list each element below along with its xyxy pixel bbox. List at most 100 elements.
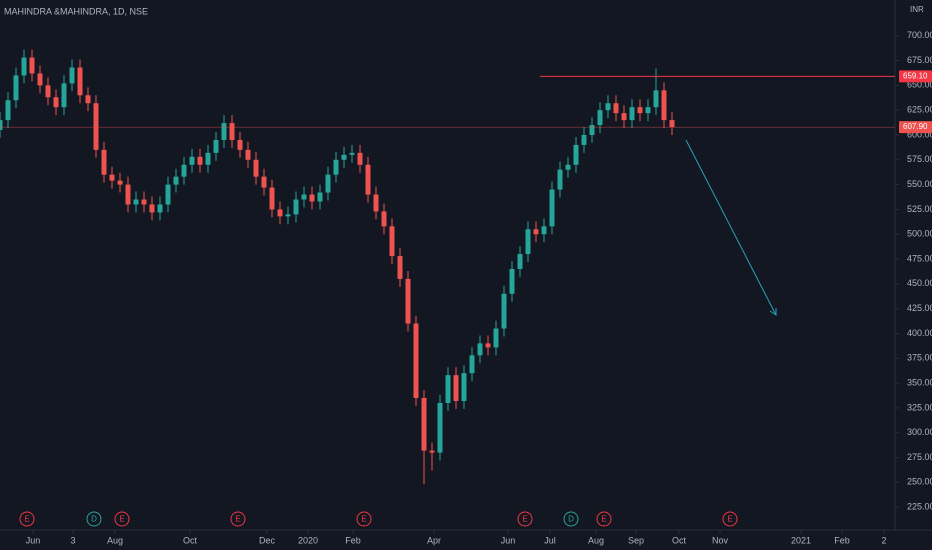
candle-body xyxy=(69,67,75,84)
candle-body xyxy=(549,189,555,227)
x-tick-label: 2 xyxy=(881,535,886,545)
y-tick-label: 300.00 xyxy=(907,427,932,437)
x-tick-label: Feb xyxy=(834,535,850,545)
event-label: D xyxy=(91,515,97,524)
candle-body xyxy=(389,226,395,257)
candle-body xyxy=(165,184,171,205)
y-tick-label: 575.00 xyxy=(907,154,932,164)
candle-body xyxy=(301,194,307,200)
candle-body xyxy=(557,169,563,190)
candle-body xyxy=(229,123,235,140)
event-label: E xyxy=(235,515,240,524)
y-tick-label: 350.00 xyxy=(907,377,932,387)
y-tick-label: 250.00 xyxy=(907,477,932,487)
candle-body xyxy=(213,139,219,153)
candle-body xyxy=(341,154,347,160)
event-label: E xyxy=(522,515,527,524)
event-label: E xyxy=(601,515,606,524)
y-tick-label: 500.00 xyxy=(907,229,932,239)
candle-body xyxy=(333,159,339,175)
candle-body xyxy=(253,159,259,177)
x-tick-label: Dec xyxy=(259,535,276,545)
candle-body xyxy=(493,328,499,348)
x-tick-label: Aug xyxy=(107,535,123,545)
event-marker xyxy=(230,511,246,527)
y-tick-label: 275.00 xyxy=(907,452,932,462)
candle-body xyxy=(525,229,531,255)
candle-body xyxy=(629,107,635,121)
candle-body xyxy=(645,107,651,114)
candle-body xyxy=(517,254,523,269)
candle-body xyxy=(29,57,35,74)
candle-body xyxy=(397,256,403,279)
candle-body xyxy=(653,90,659,108)
x-tick-label: Aug xyxy=(588,535,604,545)
x-tick-label: Nov xyxy=(712,535,729,545)
candle-body xyxy=(149,204,155,213)
candle-body xyxy=(53,97,59,108)
event-marker xyxy=(563,511,579,527)
price-label-bg xyxy=(899,70,932,83)
candle-body xyxy=(413,323,419,398)
y-tick-label: 400.00 xyxy=(907,328,932,338)
candle-body xyxy=(37,73,43,86)
event-label: E xyxy=(361,515,366,524)
candle-body xyxy=(349,152,355,155)
candle-body xyxy=(565,164,571,170)
y-tick-label: 325.00 xyxy=(907,402,932,412)
price-label: 659.10 xyxy=(903,71,928,80)
candle-body xyxy=(597,110,603,126)
candle-body xyxy=(453,375,459,401)
candle-body xyxy=(581,134,587,145)
y-tick-label: 600.00 xyxy=(907,129,932,139)
candle-body xyxy=(325,174,331,193)
y-tick-label: 650.00 xyxy=(907,80,932,90)
plot xyxy=(0,49,675,485)
candle-body xyxy=(421,397,427,451)
candle-body xyxy=(173,176,179,185)
candle-body xyxy=(117,180,123,185)
candle-body xyxy=(573,144,579,165)
candle-body xyxy=(461,373,467,401)
candle-body xyxy=(637,107,643,114)
candle-body xyxy=(205,152,211,165)
candle-body xyxy=(405,278,411,324)
y-tick-label: 700.00 xyxy=(907,30,932,40)
y-tick-label: 625.00 xyxy=(907,105,932,115)
candle-body xyxy=(469,355,475,374)
candle-body xyxy=(429,450,435,453)
candle-body xyxy=(605,103,611,111)
candle-body xyxy=(277,209,283,217)
candle-body xyxy=(109,174,115,181)
candle-body xyxy=(477,343,483,356)
candle-body xyxy=(93,103,99,150)
event-label: E xyxy=(119,515,124,524)
x-tick-label: Oct xyxy=(183,535,198,545)
price-label-bg xyxy=(899,121,932,134)
event-marker xyxy=(722,511,738,527)
candle-body xyxy=(61,83,67,108)
x-tick-label: Apr xyxy=(427,535,441,545)
x-tick-label: Oct xyxy=(672,535,687,545)
candle-body xyxy=(21,57,27,76)
event-marker xyxy=(356,511,372,527)
chart-title: MAHINDRA &MAHINDRA, 1D, NSE xyxy=(4,6,148,16)
x-tick-label: Jun xyxy=(26,535,41,545)
candle-body xyxy=(317,192,323,202)
candle-body xyxy=(285,214,291,217)
x-tick-label: 2021 xyxy=(791,535,811,545)
x-tick-label: Jul xyxy=(544,535,556,545)
candle-body xyxy=(437,402,443,453)
candle-body xyxy=(141,199,147,205)
y-tick-label: 375.00 xyxy=(907,353,932,363)
candle-body xyxy=(309,194,315,202)
price-label: 607.90 xyxy=(903,122,928,131)
candle-body xyxy=(0,120,3,131)
candle-body xyxy=(501,293,507,329)
y-tick-label: 550.00 xyxy=(907,179,932,189)
candle-body xyxy=(133,199,139,205)
y-tick-label: 675.00 xyxy=(907,55,932,65)
y-tick-label: 475.00 xyxy=(907,253,932,263)
candle-body xyxy=(101,149,107,175)
